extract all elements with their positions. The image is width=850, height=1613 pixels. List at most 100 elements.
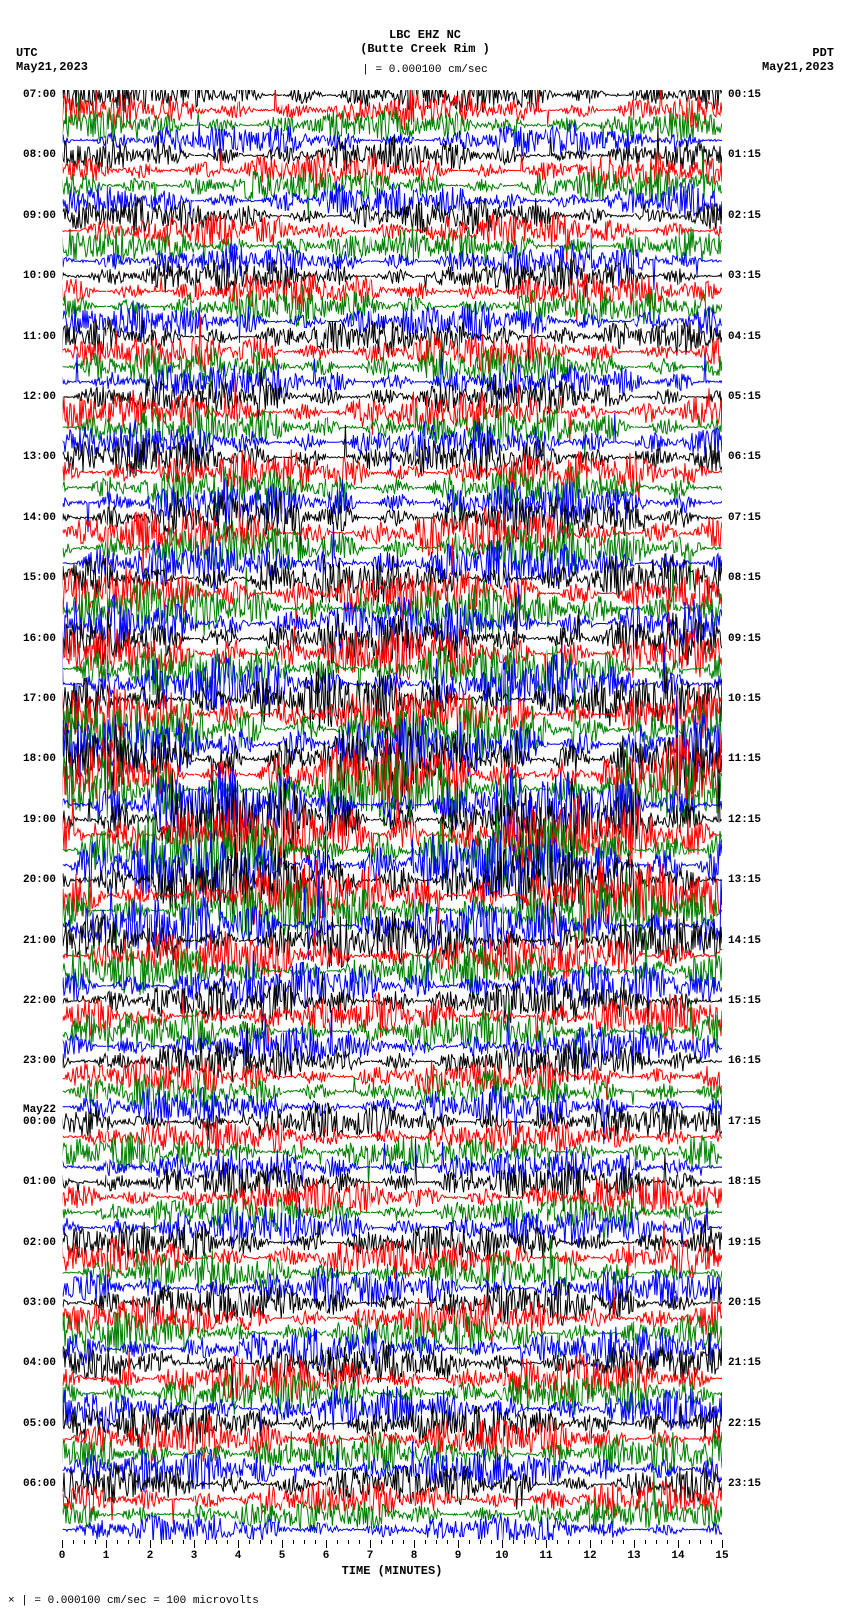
- x-tick: [370, 1540, 371, 1548]
- x-tick: [634, 1540, 635, 1548]
- tz-right-label: PDT: [812, 46, 834, 60]
- x-tick-minor: [513, 1540, 514, 1544]
- utc-hour-label: 10:00: [23, 270, 56, 282]
- x-tick-minor: [403, 1540, 404, 1544]
- grid-line: [546, 90, 547, 1540]
- x-tick-minor: [601, 1540, 602, 1544]
- x-tick-minor: [656, 1540, 657, 1544]
- grid-line: [150, 90, 151, 1540]
- pdt-hour-label: 14:15: [728, 935, 761, 947]
- x-tick-minor: [425, 1540, 426, 1544]
- utc-hour-label: 14:00: [23, 512, 56, 524]
- pdt-hour-label: 15:15: [728, 995, 761, 1007]
- x-tick-label: 5: [279, 1550, 286, 1562]
- x-tick-minor: [623, 1540, 624, 1544]
- utc-hour-label: 02:00: [23, 1237, 56, 1249]
- x-tick-minor: [689, 1540, 690, 1544]
- pdt-hour-label: 17:15: [728, 1116, 761, 1128]
- pdt-hour-label: 09:15: [728, 633, 761, 645]
- utc-hour-label: 18:00: [23, 753, 56, 765]
- x-tick-minor: [491, 1540, 492, 1544]
- x-tick-minor: [469, 1540, 470, 1544]
- utc-hour-label: 22:00: [23, 995, 56, 1007]
- pdt-hour-label: 18:15: [728, 1176, 761, 1188]
- x-tick-minor: [447, 1540, 448, 1544]
- x-tick-label: 14: [671, 1550, 684, 1562]
- x-tick-minor: [667, 1540, 668, 1544]
- pdt-hour-label: 00:15: [728, 89, 761, 101]
- x-tick-label: 4: [235, 1550, 242, 1562]
- x-tick-label: 7: [367, 1550, 374, 1562]
- x-tick-minor: [139, 1540, 140, 1544]
- utc-hour-label: 08:00: [23, 149, 56, 161]
- grid-line: [678, 90, 679, 1540]
- station-subtitle: (Butte Creek Rim ): [360, 42, 490, 56]
- tz-left-label: UTC: [16, 46, 38, 60]
- pdt-hour-label: 05:15: [728, 391, 761, 403]
- x-tick-label: 15: [715, 1550, 728, 1562]
- scale-note: | = 0.000100 cm/sec: [362, 64, 487, 76]
- utc-hour-label: 13:00: [23, 451, 56, 463]
- x-tick-minor: [128, 1540, 129, 1544]
- utc-hour-label: 17:00: [23, 693, 56, 705]
- x-tick-label: 1: [103, 1550, 110, 1562]
- x-tick: [238, 1540, 239, 1548]
- x-tick-minor: [304, 1540, 305, 1544]
- pdt-hour-label: 04:15: [728, 331, 761, 343]
- x-tick-minor: [73, 1540, 74, 1544]
- grid-line: [634, 90, 635, 1540]
- grid-line: [238, 90, 239, 1540]
- x-tick-minor: [700, 1540, 701, 1544]
- x-tick-minor: [392, 1540, 393, 1544]
- pdt-hour-label: 19:15: [728, 1237, 761, 1249]
- x-tick-minor: [216, 1540, 217, 1544]
- utc-hour-label: 00:00: [23, 1116, 56, 1128]
- utc-hour-label: 07:00: [23, 89, 56, 101]
- grid-line: [106, 90, 107, 1540]
- x-tick-minor: [579, 1540, 580, 1544]
- x-tick-minor: [645, 1540, 646, 1544]
- footer-note: × | = 0.000100 cm/sec = 100 microvolts: [8, 1595, 259, 1607]
- day-marker: May22: [23, 1104, 56, 1116]
- x-tick-minor: [117, 1540, 118, 1544]
- x-tick: [194, 1540, 195, 1548]
- x-tick-minor: [348, 1540, 349, 1544]
- x-axis: TIME (MINUTES) 0123456789101112131415: [62, 1540, 722, 1580]
- utc-hour-label: 19:00: [23, 814, 56, 826]
- x-tick-minor: [557, 1540, 558, 1544]
- x-tick-label: 2: [147, 1550, 154, 1562]
- utc-hour-label: 15:00: [23, 572, 56, 584]
- grid-line: [62, 90, 63, 1540]
- grid-line: [282, 90, 283, 1540]
- helicorder-container: LBC EHZ NC (Butte Creek Rim ) | = 0.0001…: [0, 0, 850, 1613]
- x-tick-label: 9: [455, 1550, 462, 1562]
- x-tick-minor: [260, 1540, 261, 1544]
- x-tick-minor: [480, 1540, 481, 1544]
- x-tick: [150, 1540, 151, 1548]
- x-tick-minor: [172, 1540, 173, 1544]
- station-title: LBC EHZ NC: [389, 28, 461, 42]
- x-tick: [722, 1540, 723, 1548]
- x-tick: [326, 1540, 327, 1548]
- x-tick-minor: [612, 1540, 613, 1544]
- x-tick: [414, 1540, 415, 1548]
- grid-line: [458, 90, 459, 1540]
- date-right-label: May21,2023: [762, 60, 834, 74]
- x-tick: [678, 1540, 679, 1548]
- seismic-trace: [62, 413, 722, 473]
- x-tick: [282, 1540, 283, 1548]
- x-tick-minor: [315, 1540, 316, 1544]
- grid-line: [326, 90, 327, 1540]
- x-tick-label: 8: [411, 1550, 418, 1562]
- utc-hour-label: 23:00: [23, 1055, 56, 1067]
- x-tick-label: 13: [627, 1550, 640, 1562]
- x-tick-minor: [568, 1540, 569, 1544]
- x-tick-minor: [535, 1540, 536, 1544]
- x-tick-minor: [161, 1540, 162, 1544]
- pdt-hour-label: 20:15: [728, 1297, 761, 1309]
- pdt-hour-label: 06:15: [728, 451, 761, 463]
- x-tick-minor: [293, 1540, 294, 1544]
- x-tick: [546, 1540, 547, 1548]
- utc-hour-label: 06:00: [23, 1478, 56, 1490]
- x-tick-minor: [227, 1540, 228, 1544]
